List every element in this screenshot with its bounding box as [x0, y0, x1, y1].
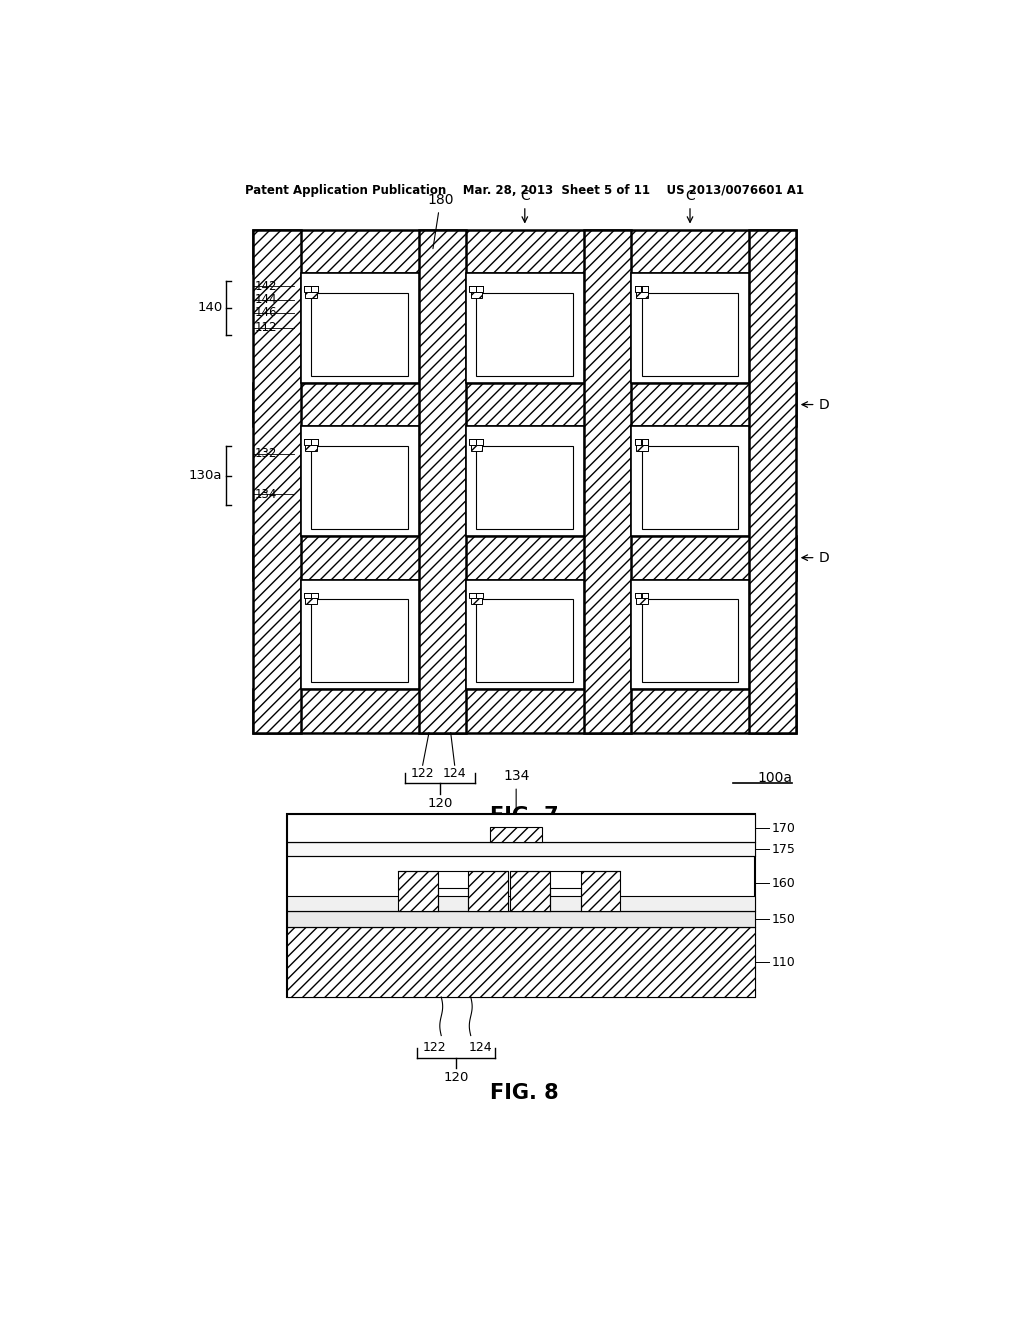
Bar [311, 446, 408, 529]
Bar [253, 536, 797, 579]
Text: D: D [802, 397, 829, 412]
Bar [311, 440, 317, 445]
Text: 130a: 130a [189, 469, 222, 482]
Text: 134: 134 [503, 770, 529, 812]
Bar [305, 598, 317, 605]
Bar [635, 593, 641, 598]
Bar [304, 440, 310, 445]
Bar [636, 445, 647, 451]
Text: 180: 180 [427, 193, 454, 248]
Bar [642, 286, 648, 292]
Bar [490, 826, 542, 842]
Bar [642, 446, 738, 529]
Text: FIG. 7: FIG. 7 [490, 805, 559, 826]
Text: 134: 134 [255, 487, 278, 500]
Bar [311, 599, 408, 682]
Bar [470, 445, 482, 451]
Bar [476, 593, 483, 598]
Bar [470, 598, 482, 605]
Bar [253, 230, 301, 733]
Bar [642, 440, 648, 445]
Text: 150: 150 [772, 912, 796, 925]
Text: 112: 112 [255, 322, 278, 334]
Bar [304, 286, 310, 292]
Bar [253, 230, 797, 273]
Bar [476, 293, 573, 376]
Bar [304, 593, 310, 598]
Bar [476, 599, 573, 682]
Bar [635, 286, 641, 292]
Bar [466, 273, 584, 383]
Bar [470, 292, 482, 298]
Bar [642, 593, 648, 598]
Bar [631, 426, 749, 536]
Text: 110: 110 [772, 956, 796, 969]
Bar [476, 286, 483, 292]
Text: 140: 140 [198, 301, 222, 314]
Text: 160: 160 [772, 876, 796, 890]
Text: 120: 120 [427, 797, 453, 809]
Text: Patent Application Publication    Mar. 28, 2013  Sheet 5 of 11    US 2013/007660: Patent Application Publication Mar. 28, … [246, 183, 804, 197]
Text: 142: 142 [255, 280, 278, 293]
Bar [287, 928, 755, 997]
Bar [749, 230, 797, 733]
Text: 120: 120 [443, 1071, 469, 1084]
Bar [510, 871, 550, 911]
Bar [466, 426, 584, 536]
Bar [253, 689, 797, 733]
Bar [287, 814, 755, 842]
Bar [468, 871, 508, 911]
Text: 175: 175 [772, 842, 796, 855]
Bar [631, 579, 749, 689]
Text: 170: 170 [772, 821, 796, 834]
Bar [476, 446, 573, 529]
Bar [636, 292, 647, 298]
Bar [311, 593, 317, 598]
Text: 124: 124 [468, 1040, 493, 1053]
Bar [287, 814, 755, 997]
Text: 144: 144 [255, 293, 278, 306]
Bar [419, 230, 466, 733]
Text: D: D [802, 550, 829, 565]
Bar [287, 842, 755, 857]
Text: C: C [685, 189, 695, 222]
Bar [301, 426, 419, 536]
Bar [305, 445, 317, 451]
Bar [642, 293, 738, 376]
Text: 122: 122 [423, 1040, 446, 1053]
Bar [469, 593, 476, 598]
Bar [311, 286, 317, 292]
Text: 146: 146 [255, 306, 278, 319]
Bar [305, 292, 317, 298]
Bar [311, 293, 408, 376]
Text: 132: 132 [255, 447, 278, 461]
Bar [631, 273, 749, 383]
Bar [253, 383, 797, 426]
Bar [469, 440, 476, 445]
Text: 122: 122 [411, 767, 434, 780]
Text: FIG. 8: FIG. 8 [490, 1084, 559, 1104]
Bar [635, 440, 641, 445]
Bar [584, 230, 631, 733]
Text: 124: 124 [442, 767, 467, 780]
Bar [301, 579, 419, 689]
Bar [581, 871, 621, 911]
Bar [398, 871, 437, 911]
Bar [642, 599, 738, 682]
Text: 100a: 100a [757, 771, 793, 785]
Bar [636, 598, 647, 605]
Bar [287, 911, 755, 928]
Bar [469, 286, 476, 292]
Bar [466, 579, 584, 689]
Bar [301, 273, 419, 383]
Text: C: C [520, 189, 529, 222]
Bar [476, 440, 483, 445]
Bar [287, 895, 755, 911]
